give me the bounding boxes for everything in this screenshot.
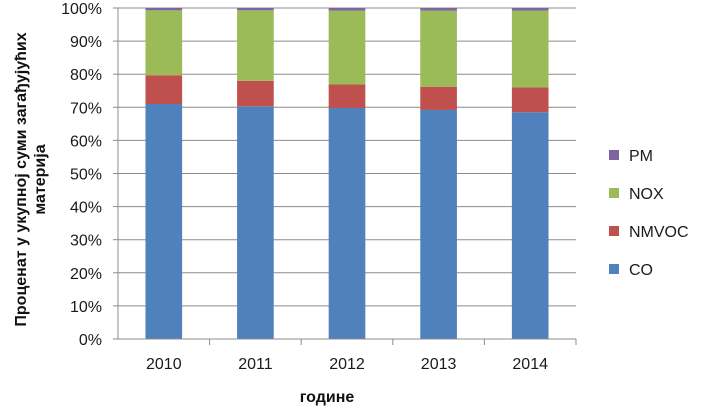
bar-segment-pm xyxy=(420,8,457,11)
y-axis-title: Проценат у укупној суми загађујућих матер… xyxy=(13,32,49,326)
bar-segment-nmvoc xyxy=(145,75,183,104)
y-tick-label: 20% xyxy=(70,266,102,283)
y-axis-title-text: Проценат у укупној суми загађујућих матер… xyxy=(13,32,49,326)
bar-segment-pm xyxy=(328,8,366,11)
bar-segment-pm xyxy=(511,8,549,11)
y-tick-label: 70% xyxy=(70,100,102,117)
legend-label-pm: PM xyxy=(629,148,653,165)
bar-segment-nmvoc xyxy=(420,86,457,110)
legend-label-nox: NOX xyxy=(629,186,664,203)
legend-swatch-nmvoc xyxy=(609,226,619,236)
bar-segment-pm xyxy=(145,8,183,11)
x-tick-label: 2012 xyxy=(329,356,365,373)
legend-label-nmvoc: NMVOC xyxy=(629,224,689,241)
y-tick-label: 100% xyxy=(61,1,102,18)
x-axis-title: године xyxy=(300,389,355,406)
bar-segment-nmvoc xyxy=(511,87,549,113)
legend: PM NOX NMVOC CO xyxy=(609,148,689,279)
bar-segment-nox xyxy=(145,10,183,76)
bar-segment-co xyxy=(237,106,274,339)
x-tick-label: 2014 xyxy=(512,356,548,373)
legend-swatch-nox xyxy=(609,188,619,198)
legend-swatch-pm xyxy=(609,150,619,160)
bar-segment-co xyxy=(328,107,366,339)
x-tick-label: 2011 xyxy=(238,356,273,373)
bars xyxy=(145,8,577,345)
bar-segment-nmvoc xyxy=(237,80,274,107)
legend-label-co: CO xyxy=(629,262,653,279)
bar-segment-nox xyxy=(237,10,274,81)
y-tick-label: 50% xyxy=(70,167,102,184)
y-tick-label: 0% xyxy=(79,332,102,349)
bar-segment-nox xyxy=(328,10,366,85)
x-tick-labels: 2010 2011 2012 2013 2014 xyxy=(146,356,548,373)
y-tick-labels: 0% 10% 20% 30% 40% 50% 60% 70% 80% 90% 100% xyxy=(61,1,102,349)
y-tick-label: 60% xyxy=(70,133,102,150)
legend-swatch-co xyxy=(609,264,619,274)
x-tick-label: 2013 xyxy=(421,356,457,373)
y-tick-label: 30% xyxy=(70,233,102,250)
y-tick-label: 80% xyxy=(70,67,102,84)
axes xyxy=(117,8,576,340)
bar-segment-co xyxy=(511,112,549,339)
bar-segment-nox xyxy=(420,10,457,87)
bar-segment-pm xyxy=(237,8,274,11)
y-tick-label: 40% xyxy=(70,200,102,217)
x-tick-label: 2010 xyxy=(146,356,182,373)
y-tick-label: 90% xyxy=(70,34,102,51)
bar-segment-nmvoc xyxy=(328,84,366,108)
bar-segment-nox xyxy=(511,10,549,88)
y-tick-label: 10% xyxy=(70,299,102,316)
bar-segment-co xyxy=(145,103,183,340)
bar-segment-co xyxy=(420,109,457,339)
